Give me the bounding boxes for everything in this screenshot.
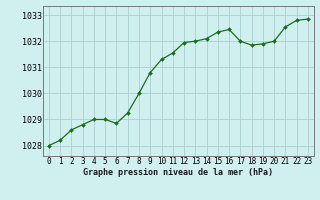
X-axis label: Graphe pression niveau de la mer (hPa): Graphe pression niveau de la mer (hPa) bbox=[84, 168, 273, 177]
